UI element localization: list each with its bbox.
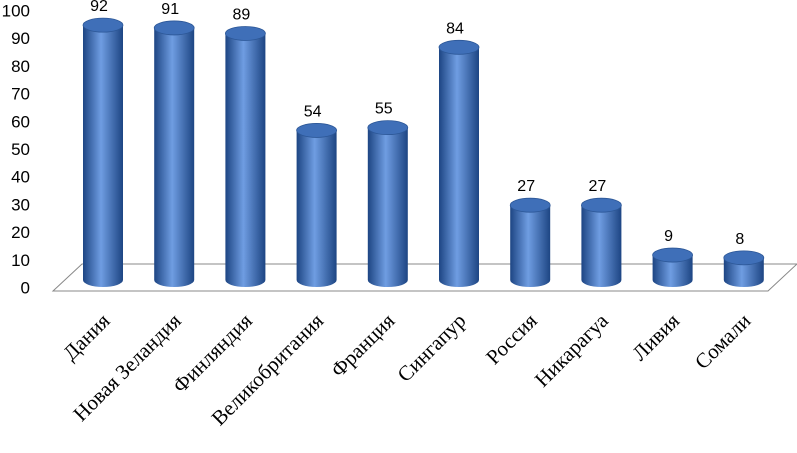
bar-top: [153, 20, 195, 36]
y-tick-label: 90: [11, 29, 30, 48]
y-tick-label: 70: [11, 85, 30, 104]
value-label: 92: [90, 0, 108, 15]
y-tick-label: 0: [21, 278, 30, 297]
x-tick-label: Сомали: [690, 309, 755, 374]
value-label: 9: [664, 228, 673, 245]
y-tick-label: 20: [11, 223, 30, 242]
bar: [439, 47, 479, 287]
floor: [51, 263, 797, 292]
bar: [367, 127, 408, 288]
value-label: 27: [517, 178, 535, 195]
x-tick-label: Дания: [58, 308, 115, 365]
value-label: 89: [233, 6, 251, 23]
y-tick-label: 10: [11, 251, 30, 270]
bar: [225, 33, 266, 287]
x-tick-label: Франция: [326, 308, 400, 382]
y-tick-label: 60: [11, 112, 30, 131]
bar-top: [723, 250, 765, 266]
x-tick-label: Россия: [481, 308, 542, 369]
bar-top: [82, 17, 124, 33]
value-label: 55: [375, 101, 393, 118]
bar-top: [438, 39, 480, 55]
y-tick-label: 30: [11, 195, 30, 214]
bar-top: [581, 197, 622, 213]
value-label: 91: [161, 1, 179, 18]
bar-top: [224, 26, 266, 41]
y-tick-label: 50: [11, 140, 30, 159]
bar-top: [652, 247, 693, 263]
value-label: 84: [446, 20, 464, 37]
bar: [581, 205, 622, 287]
y-tick-label: 40: [11, 168, 30, 187]
y-tick-label: 80: [11, 57, 30, 76]
bar: [154, 27, 195, 288]
bar-top: [367, 120, 409, 136]
bar: [510, 205, 551, 287]
bar: [652, 255, 693, 287]
x-tick-label: Ливия: [627, 308, 684, 365]
y-tick-label: 100: [2, 1, 30, 20]
value-label: 54: [304, 103, 322, 120]
x-tick-label: Сингапур: [392, 309, 470, 387]
x-tick-label: Никарагуа: [530, 308, 614, 392]
bar: [83, 25, 123, 287]
bar: [296, 130, 337, 287]
value-label: 8: [735, 231, 744, 248]
value-label: 27: [589, 178, 607, 195]
bar-top: [296, 123, 338, 138]
bar-top: [509, 197, 551, 213]
bar: [723, 257, 764, 287]
